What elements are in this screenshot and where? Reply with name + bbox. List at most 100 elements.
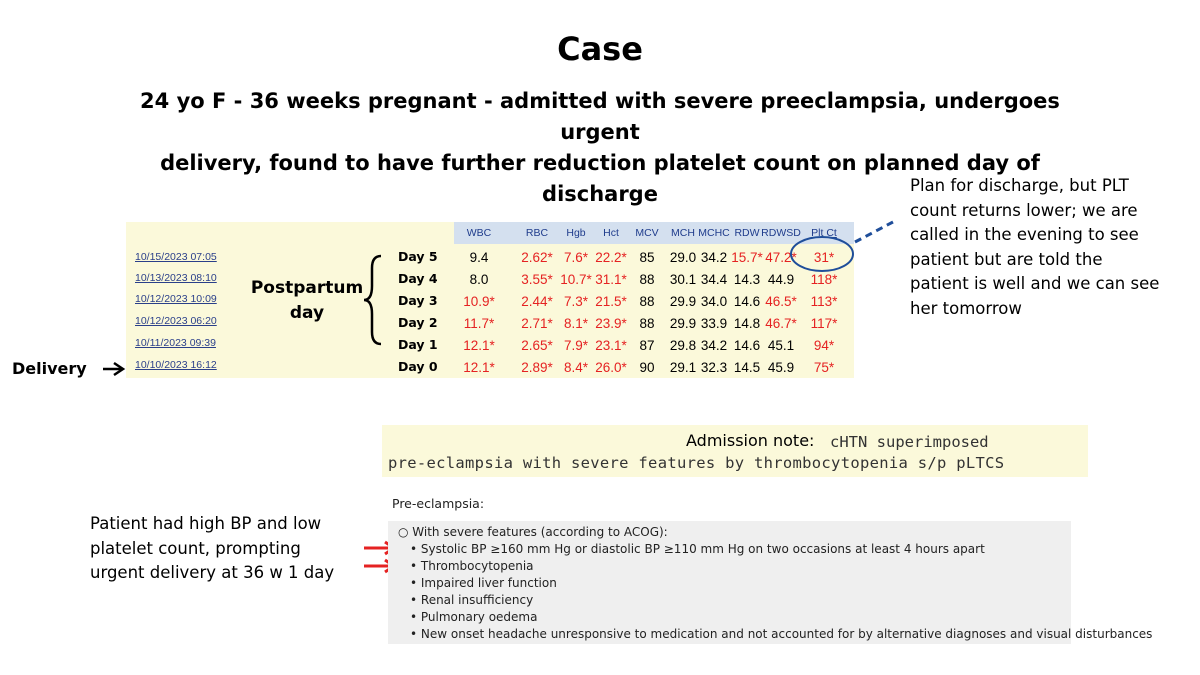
lab-value: 14.5: [733, 360, 761, 375]
discharge-note-line: count returns lower; we are: [910, 200, 1138, 220]
lab-value: 88: [639, 272, 655, 287]
lab-value: 23.1*: [595, 338, 627, 353]
postpartum-label-line-1: Postpartum: [250, 278, 364, 298]
column-header: RBC: [525, 227, 549, 239]
lab-value: 2.65*: [521, 338, 553, 353]
result-date-link[interactable]: 10/11/2023 09:39: [135, 337, 216, 349]
lab-value: 118*: [810, 272, 838, 287]
result-date-link[interactable]: 10/13/2023 08:10: [135, 272, 217, 284]
lab-value: 31.1*: [595, 272, 627, 287]
lab-value: 14.6: [733, 338, 761, 353]
patient-note-line: urgent delivery at 36 w 1 day: [90, 563, 335, 582]
result-date-link[interactable]: 10/12/2023 06:20: [135, 315, 217, 327]
column-header: MCH: [671, 227, 695, 239]
lab-value: 8.1*: [563, 316, 589, 331]
criteria-item: • Pulmonary oedema: [410, 610, 538, 624]
lab-value: 14.3: [733, 272, 761, 287]
lab-value: 87: [639, 338, 655, 353]
criteria-item: • Systolic BP ≥160 mm Hg or diastolic BP…: [410, 542, 985, 556]
lab-value: 30.1: [669, 272, 697, 287]
lab-value: 88: [639, 294, 655, 309]
lab-value: 2.71*: [521, 316, 553, 331]
lab-value: 2.89*: [521, 360, 553, 375]
lab-value: 12.1*: [463, 338, 495, 353]
lab-value: 8.0: [469, 272, 489, 287]
lab-value: 2.44*: [521, 294, 553, 309]
lab-value: 94*: [813, 338, 835, 353]
lab-results-panel: [126, 222, 854, 378]
column-header: Plt Ct: [811, 227, 837, 239]
column-header: RDW: [734, 227, 760, 239]
lab-value: 29.8: [669, 338, 697, 353]
lab-value: 11.7*: [463, 316, 495, 331]
lab-value: 29.1: [669, 360, 697, 375]
lab-value: 32.3: [700, 360, 728, 375]
lab-value: 45.1: [767, 338, 795, 353]
lab-value: 14.8: [733, 316, 761, 331]
lab-value: 3.55*: [521, 272, 553, 287]
lab-value: 2.62*: [521, 250, 553, 265]
admission-note-line-1: cHTN superimposed: [830, 433, 989, 451]
lab-value: 90: [639, 360, 655, 375]
lab-value: 31*: [813, 250, 835, 265]
postpartum-day: Day 5: [398, 249, 438, 264]
admission-note-label: Admission note:: [686, 431, 815, 450]
criteria-item: • Impaired liver function: [410, 576, 557, 590]
lab-value: 29.9: [669, 294, 697, 309]
lab-value: 46.7*: [765, 316, 797, 331]
lab-value: 75*: [813, 360, 835, 375]
lab-value: 46.5*: [765, 294, 797, 309]
column-header: Hgb: [566, 227, 586, 239]
column-header: WBC: [466, 227, 492, 239]
result-date-link[interactable]: 10/15/2023 07:05: [135, 251, 217, 263]
lab-value: 7.9*: [563, 338, 589, 353]
lab-value: 26.0*: [595, 360, 627, 375]
severe-features-criteria: [388, 521, 1071, 644]
result-date-link[interactable]: 10/12/2023 10:09: [135, 293, 217, 305]
lab-value: 29.9: [669, 316, 697, 331]
lab-value: 7.3*: [563, 294, 589, 309]
postpartum-label-line-2: day: [289, 303, 325, 323]
lab-value: 44.9: [767, 272, 795, 287]
patient-note-line: platelet count, prompting: [90, 538, 301, 558]
lab-value: 22.2*: [595, 250, 627, 265]
slide-title: Case: [557, 30, 643, 68]
admission-note-box: [382, 425, 1088, 477]
lab-value: 9.4: [469, 250, 489, 265]
postpartum-day: Day 3: [398, 293, 438, 308]
patient-note: Patient had high BP and low platelet cou…: [90, 512, 360, 586]
postpartum-day: Day 4: [398, 271, 438, 286]
preeclampsia-heading: Pre-eclampsia:: [392, 496, 485, 511]
lab-value: 21.5*: [595, 294, 627, 309]
criteria-item: • Renal insufficiency: [410, 593, 534, 607]
lab-value: 15.7*: [731, 250, 763, 265]
result-date-link[interactable]: 10/10/2023 16:12: [135, 359, 217, 371]
column-header: Hct: [603, 227, 619, 239]
discharge-note-line: her tomorrow: [910, 298, 1022, 318]
lab-value: 33.9: [700, 316, 728, 331]
lab-value: 45.9: [767, 360, 795, 375]
case-summary: 24 yo F - 36 weeks pregnant - admitted w…: [100, 86, 1100, 210]
discharge-note-line: Plan for discharge, but PLT: [910, 176, 1129, 195]
criteria-item: • Thrombocytopenia: [410, 559, 534, 573]
lab-value: 117*: [810, 316, 838, 331]
criteria-subheading: ○ With severe features (according to ACO…: [398, 525, 668, 539]
lab-value: 34.2: [700, 250, 728, 265]
postpartum-day: Day 2: [398, 315, 438, 330]
lab-value: 85: [639, 250, 655, 265]
lab-value: 10.9*: [463, 294, 495, 309]
column-header: MCHC: [698, 227, 730, 239]
criteria-item: • New onset headache unresponsive to med…: [410, 627, 1153, 641]
lab-value: 88: [639, 316, 655, 331]
lab-value: 47.2*: [765, 250, 797, 265]
column-header: MCV: [635, 227, 659, 239]
lab-header-band: [454, 222, 854, 244]
lab-value: 23.9*: [595, 316, 627, 331]
lab-value: 8.4*: [563, 360, 589, 375]
lab-value: 113*: [810, 294, 838, 309]
lab-value: 29.0: [669, 250, 697, 265]
discharge-note: Plan for discharge, but PLT count return…: [910, 174, 1180, 321]
patient-note-line: Patient had high BP and low: [90, 514, 322, 533]
case-summary-line-1: 24 yo F - 36 weeks pregnant - admitted w…: [140, 89, 1060, 144]
discharge-note-line: patient is well and we can see: [910, 274, 1160, 293]
